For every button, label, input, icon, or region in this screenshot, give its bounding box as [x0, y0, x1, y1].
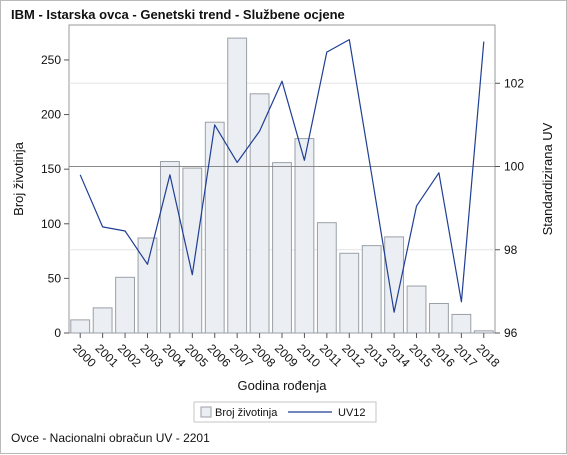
- bar: [384, 236, 405, 334]
- x-tick-label: 2011: [317, 341, 345, 369]
- chart-title: IBM - Istarska ovca - Genetski trend - S…: [11, 7, 345, 22]
- bar: [294, 138, 315, 334]
- x-tick-label: 2015: [406, 341, 435, 370]
- x-tick-label: 2018: [474, 341, 503, 370]
- y-tick-label: 250: [41, 53, 61, 67]
- bar: [92, 307, 113, 334]
- x-tick-label: 2007: [227, 341, 256, 370]
- legend-layer: Broj životinja UV12: [193, 401, 377, 423]
- bar: [406, 285, 427, 334]
- bar: [159, 161, 180, 334]
- legend-label-line: UV12: [338, 407, 366, 419]
- y-tick-label: 200: [41, 108, 61, 122]
- x-tick-label: 2012: [339, 341, 368, 370]
- bar: [70, 319, 91, 334]
- bar: [204, 121, 225, 334]
- bar: [272, 162, 292, 334]
- x-tick-label: 2013: [362, 341, 391, 370]
- x-tick-label: 2004: [160, 341, 189, 370]
- x-tick-label: 2002: [115, 341, 144, 370]
- y2-tick-label: 100: [504, 160, 524, 174]
- bar: [361, 245, 382, 334]
- bar: [339, 252, 360, 334]
- x-tick-label: 2014: [384, 341, 413, 370]
- x-tick-label: 2016: [429, 341, 458, 370]
- x-tick-label: 2000: [70, 341, 99, 370]
- bar: [316, 222, 337, 334]
- legend-box: [193, 401, 377, 423]
- x-tick-label: 2001: [93, 341, 122, 370]
- x-axis-label: Godina rođenja: [238, 378, 328, 393]
- x-tick-label: 2003: [137, 341, 166, 370]
- x-tick-label: 2006: [205, 341, 234, 370]
- x-tick-label: 2017: [451, 341, 480, 370]
- x-tick-label: 2005: [182, 341, 211, 370]
- series-line-uv12: [79, 38, 485, 313]
- bar: [115, 276, 135, 334]
- bar: [473, 330, 494, 334]
- bar: [429, 303, 449, 334]
- y-tick-label: 150: [41, 162, 61, 176]
- legend-label-bar: Broj životinja: [215, 407, 278, 419]
- bar: [182, 167, 203, 334]
- bar: [451, 313, 472, 334]
- x-tick-label: 2009: [272, 341, 301, 370]
- y2-tick-label: 102: [504, 76, 524, 90]
- y-tick-label: 50: [48, 271, 62, 285]
- x-tick-label: 2008: [249, 341, 278, 370]
- y-axis-label: Broj životinja: [11, 141, 26, 215]
- bar: [227, 37, 248, 334]
- y2-axis-label: Standardizirana UV: [540, 122, 555, 235]
- line-layer: [69, 38, 495, 313]
- legend-swatch-bar: [200, 406, 212, 418]
- y-tick-label: 100: [41, 217, 61, 231]
- x-tick-label: 2010: [294, 341, 323, 370]
- bar: [137, 237, 158, 334]
- chart-footer: Ovce - Nacionalni obračun UV - 2201: [11, 431, 210, 445]
- y2-tick-label: 98: [504, 243, 518, 257]
- y-tick-label: 0: [54, 326, 61, 340]
- y2-tick-label: 96: [504, 326, 518, 340]
